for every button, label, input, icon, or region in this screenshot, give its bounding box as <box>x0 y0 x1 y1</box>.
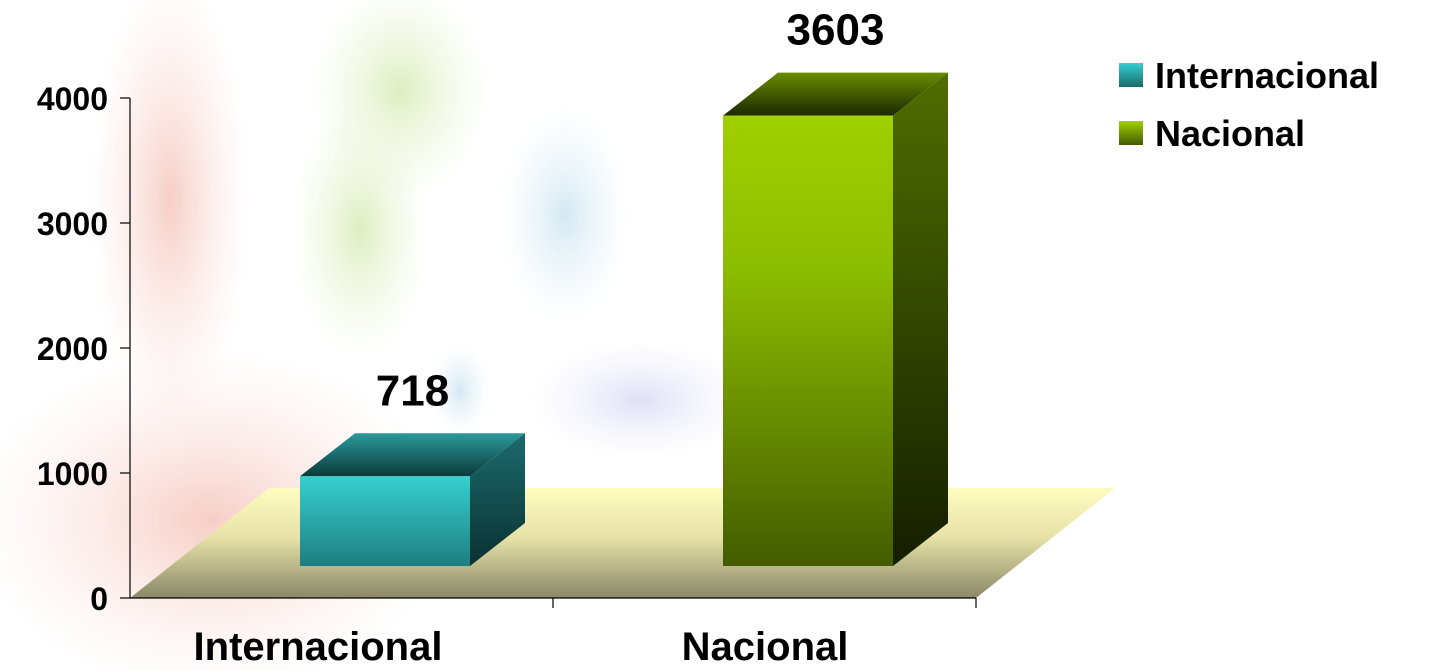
data-label-internacional: 718 <box>376 366 449 415</box>
bar-nacional-top <box>723 72 948 116</box>
legend-label-nacional: Nacional <box>1155 113 1305 154</box>
bar-internacional-top <box>300 433 525 477</box>
chart-floor <box>130 488 1115 598</box>
y-tick-label-2: 2000 <box>37 331 108 367</box>
legend: Internacional Nacional <box>1119 55 1379 154</box>
y-tick-label-4: 4000 <box>37 81 108 117</box>
bar-internacional <box>300 433 525 566</box>
y-axis-ticks: 0 1000 2000 3000 4000 <box>37 81 130 617</box>
bar-internacional-front <box>300 476 470 566</box>
x-category-label-nacional: Nacional <box>682 625 849 669</box>
bar-nacional-side <box>893 72 948 566</box>
y-tick-label-0: 0 <box>90 581 108 617</box>
y-tick-label-1: 1000 <box>37 456 108 492</box>
x-category-label-internacional: Internacional <box>194 625 443 669</box>
bar-nacional <box>723 72 948 566</box>
bar-internacional-side <box>470 433 525 566</box>
legend-label-internacional: Internacional <box>1155 55 1379 96</box>
data-label-nacional: 3603 <box>787 6 885 55</box>
bar-nacional-front <box>723 115 893 566</box>
y-tick-label-3: 3000 <box>37 206 108 242</box>
legend-swatch-internacional <box>1119 63 1143 87</box>
legend-swatch-nacional <box>1119 121 1143 145</box>
